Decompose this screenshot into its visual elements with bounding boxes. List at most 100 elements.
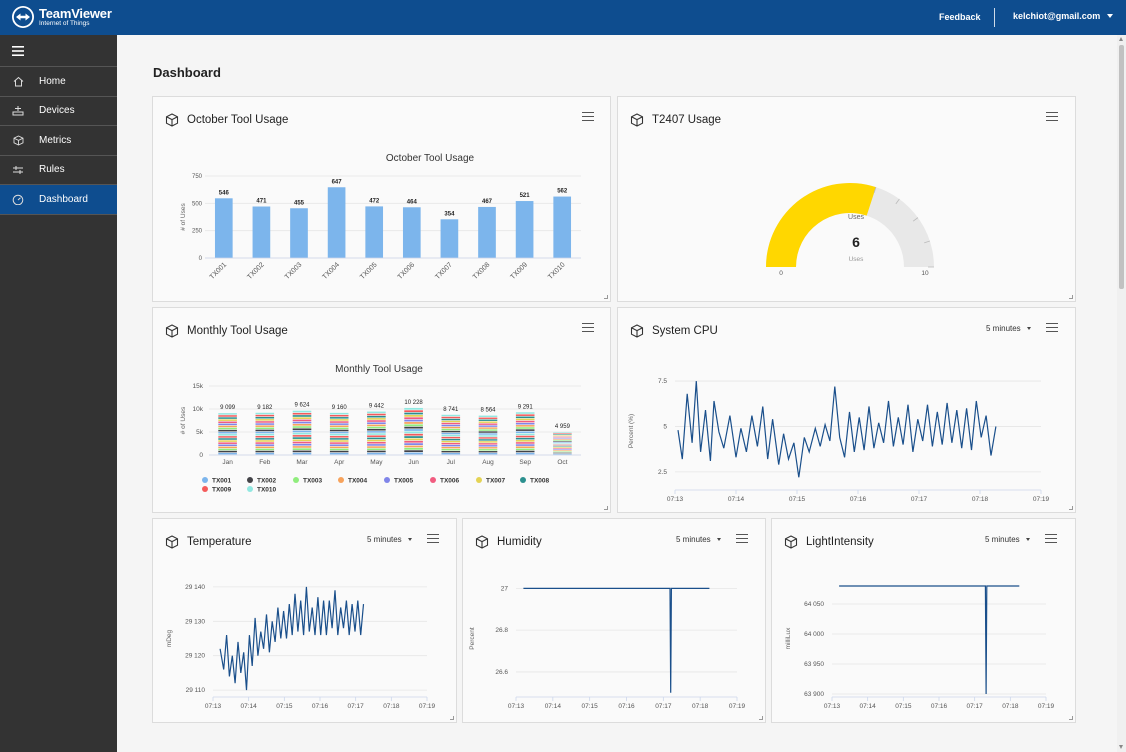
x-tick-label: 07:15	[276, 703, 293, 710]
legend-item: TX001	[212, 478, 232, 485]
x-tick-label: Aug	[482, 459, 494, 466]
bar-tx008	[478, 206, 496, 258]
sidebar: Home Devices Metrics Rules Dashboard	[0, 35, 117, 752]
stack-segment-tx008	[292, 415, 312, 417]
cube-icon	[784, 535, 798, 549]
gauge-max-label: 10	[921, 270, 929, 277]
stack-segment-tx003	[329, 427, 349, 430]
time-range-select[interactable]: 5 minutes	[676, 535, 721, 544]
stack-segment-tx006	[367, 420, 386, 422]
stack-segment-tx008	[515, 437, 535, 440]
legend-item: TX003	[303, 478, 323, 485]
bar-tx003	[290, 208, 308, 258]
widget-system-cpu: System CPU 5 minutes Percent (%) 2.5 5 7.5 0…	[617, 307, 1076, 513]
stack-segment-tx003	[255, 448, 275, 451]
stack-segment-tx001	[218, 431, 237, 434]
widget-menu-button[interactable]	[1046, 323, 1058, 335]
hamburger-menu-button[interactable]	[0, 35, 117, 67]
stack-segment-tx009	[329, 414, 349, 417]
data-label: 472	[369, 198, 380, 204]
bar-tx009	[515, 201, 534, 258]
widget-menu-button[interactable]	[1045, 534, 1057, 546]
x-tick-label: 07:15	[582, 703, 599, 710]
stack-segment-tx008	[478, 439, 498, 441]
x-tick-label: TX002	[246, 261, 266, 281]
time-range-select[interactable]: 5 minutes	[367, 535, 412, 544]
resize-handle[interactable]	[450, 716, 454, 720]
legend-item: TX010	[257, 487, 277, 494]
stack-segment-tx004	[478, 427, 498, 429]
bar-tx010	[553, 196, 572, 258]
resize-handle[interactable]	[604, 506, 608, 510]
total-label: 9 099	[220, 405, 236, 411]
stack-segment-tx002	[478, 431, 498, 433]
time-range-value: 5 minutes	[985, 535, 1020, 544]
stack-segment-tx002	[329, 450, 349, 453]
brand-logo-link[interactable]: TeamViewer Internet of Things	[12, 6, 112, 28]
time-range-select[interactable]: 5 minutes	[986, 324, 1031, 333]
page-scrollbar[interactable]	[1117, 35, 1126, 752]
x-tick-label: 07:16	[312, 703, 329, 710]
stack-segment-tx006	[515, 420, 535, 423]
chart-title: October Tool Usage	[386, 153, 475, 164]
stack-segment-tx002	[553, 452, 572, 454]
dashboard-icon	[12, 193, 24, 205]
resize-handle[interactable]	[759, 716, 763, 720]
stack-segment-tx008	[478, 419, 498, 421]
stack-segment-tx001	[441, 452, 461, 455]
stack-segment-tx004	[329, 446, 349, 449]
stack-segment-tx009	[367, 435, 386, 438]
resize-handle[interactable]	[1069, 716, 1073, 720]
total-label: 9 182	[257, 405, 273, 411]
sidebar-item-dashboard[interactable]: Dashboard	[0, 185, 117, 215]
legend-item: TX006	[440, 478, 460, 485]
sidebar-item-devices[interactable]: Devices	[0, 97, 117, 126]
stack-segment-tx004	[553, 450, 572, 451]
sidebar-item-rules[interactable]: Rules	[0, 156, 117, 185]
chart-title: Monthly Tool Usage	[335, 364, 423, 375]
stack-segment-tx005	[255, 423, 275, 425]
stack-segment-tx005	[515, 422, 535, 425]
widget-menu-button[interactable]	[736, 534, 748, 546]
feedback-link[interactable]: Feedback	[939, 12, 981, 22]
main-content: Dashboard October Tool Usage October Too…	[117, 35, 1117, 752]
x-tick-label: Jul	[447, 459, 456, 466]
stack-segment-tx007	[255, 419, 275, 421]
user-menu[interactable]: kelchiot@gmail.com	[1013, 11, 1114, 21]
sidebar-item-metrics[interactable]: Metrics	[0, 126, 117, 156]
gauge-tick	[912, 217, 919, 222]
bar-tx007	[440, 219, 459, 258]
x-tick-label: TX006	[397, 261, 417, 281]
scroll-up-icon[interactable]	[1119, 37, 1123, 41]
stack-segment-tx007	[218, 419, 237, 421]
widget-menu-button[interactable]	[582, 323, 594, 335]
scroll-down-icon[interactable]	[1119, 745, 1123, 749]
scrollbar-thumb[interactable]	[1119, 45, 1124, 289]
stack-segment-tx008	[404, 412, 423, 415]
gauge-unit-label: Uses	[849, 256, 865, 263]
stack-segment-tx002	[404, 450, 423, 453]
humidity-line-chart: Percent 26.6 26.8 27 07:13 07:14 07:15 07:16 07:…	[469, 585, 746, 710]
legend-marker	[430, 477, 436, 483]
legend-marker	[202, 477, 208, 483]
resize-handle[interactable]	[604, 295, 608, 299]
stack-segment-tx007	[329, 419, 349, 421]
stack-segment-tx001	[515, 452, 535, 455]
resize-handle[interactable]	[1069, 295, 1073, 299]
stack-segment-tx009	[553, 433, 572, 434]
x-tick-label: May	[370, 459, 383, 466]
stack-segment-tx007	[404, 415, 423, 417]
sidebar-item-home[interactable]: Home	[0, 67, 117, 97]
widget-menu-button[interactable]	[1046, 112, 1058, 124]
stack-segment-tx002	[441, 450, 461, 453]
resize-handle[interactable]	[1069, 506, 1073, 510]
chevron-down-icon	[1107, 14, 1114, 18]
stack-segment-tx005	[292, 443, 312, 446]
stack-segment-tx007	[478, 421, 498, 423]
stack-segment-tx009	[515, 414, 535, 416]
widget-menu-button[interactable]	[427, 534, 439, 546]
time-range-select[interactable]: 5 minutes	[985, 535, 1030, 544]
stack-segment-tx003	[404, 424, 423, 427]
widget-menu-button[interactable]	[582, 112, 594, 124]
stack-segment-tx006	[478, 443, 498, 445]
